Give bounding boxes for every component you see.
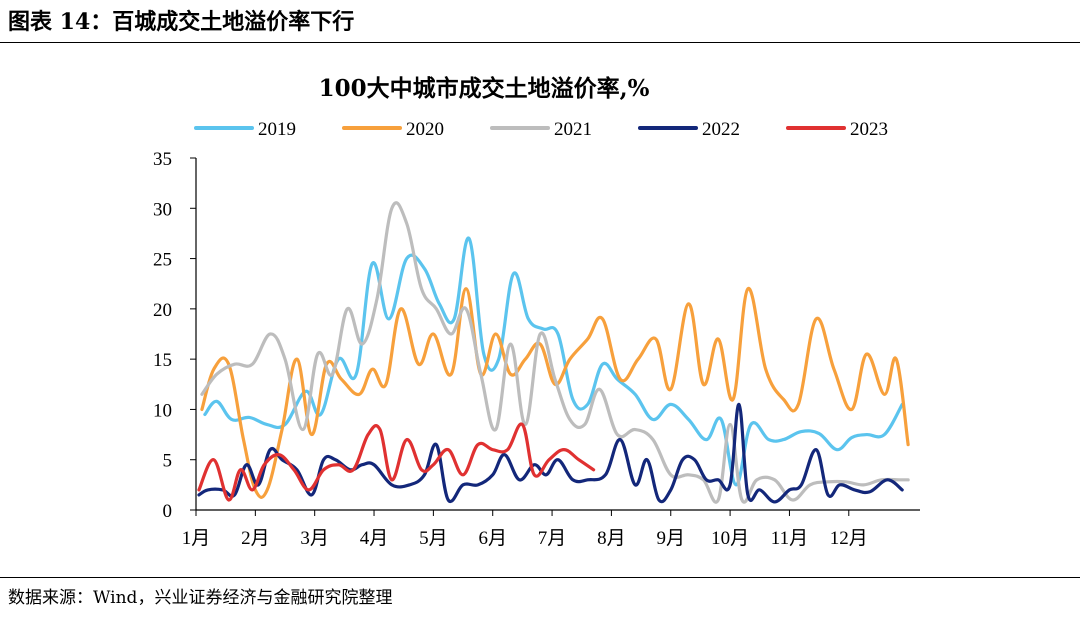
line-chart: 100大中城市成交土地溢价率,% 2019 2020 2021 2022 2023 0 5… bbox=[153, 75, 920, 549]
y-tick-label: 25 bbox=[153, 250, 172, 271]
source-note: 数据来源：Wind，兴业证券经济与金融研究院整理 bbox=[8, 588, 393, 608]
y-tick-label: 10 bbox=[153, 400, 172, 421]
top-rule bbox=[0, 42, 1080, 43]
x-tick-label: 8月 bbox=[597, 528, 626, 549]
y-tick-label: 20 bbox=[153, 300, 172, 321]
chart-legend: 2019 2020 2021 2022 2023 bbox=[194, 119, 888, 140]
x-tick-label: 4月 bbox=[360, 528, 389, 549]
y-tick-label: 30 bbox=[153, 199, 172, 220]
series-line-2023 bbox=[197, 422, 596, 502]
x-tick-label: 6月 bbox=[478, 528, 507, 549]
series-line-2021 bbox=[200, 201, 910, 504]
legend-label-2019: 2019 bbox=[258, 119, 296, 140]
series-line-2019 bbox=[203, 236, 904, 487]
x-tick-label: 2月 bbox=[241, 528, 270, 549]
bottom-rule bbox=[0, 577, 1080, 578]
legend-label-2022: 2022 bbox=[702, 119, 740, 140]
x-tick-label: 10月 bbox=[711, 528, 749, 549]
figure-title: 图表 14：百城成交土地溢价率下行 bbox=[8, 9, 355, 35]
legend-label-2021: 2021 bbox=[554, 119, 592, 140]
axes-layer: 0 5 10 15 20 25 30 35 1月 2月 3月 4月 5月 6月 7月 8月 9月 10月 11月 12… bbox=[153, 149, 920, 549]
x-tick-label: 12月 bbox=[830, 528, 868, 549]
legend-label-2023: 2023 bbox=[850, 119, 888, 140]
y-tick-label: 5 bbox=[163, 451, 173, 472]
chart-title: 100大中城市成交土地溢价率,% bbox=[319, 75, 650, 102]
x-tick-label: 9月 bbox=[656, 528, 685, 549]
series-layer bbox=[197, 201, 910, 504]
x-tick-label: 7月 bbox=[538, 528, 567, 549]
series-line-2020 bbox=[200, 287, 910, 499]
x-tick-label: 3月 bbox=[300, 528, 329, 549]
y-tick-label: 15 bbox=[153, 350, 172, 371]
x-tick-label: 5月 bbox=[419, 528, 448, 549]
legend-label-2020: 2020 bbox=[406, 119, 444, 140]
y-tick-label: 0 bbox=[163, 501, 173, 522]
series-line-2022 bbox=[197, 402, 904, 504]
x-tick-label: 1月 bbox=[182, 528, 211, 549]
x-tick-label: 11月 bbox=[771, 528, 808, 549]
y-tick-label: 35 bbox=[153, 149, 172, 170]
